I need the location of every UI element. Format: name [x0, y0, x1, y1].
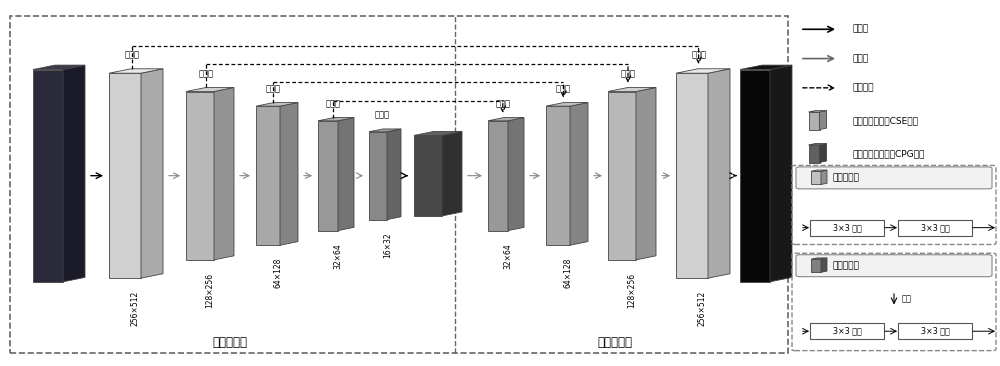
Text: 特征解码层: 特征解码层	[598, 336, 633, 349]
Polygon shape	[809, 112, 820, 130]
Text: 128×256: 128×256	[206, 273, 215, 308]
Text: 3×3 卷积: 3×3 卷积	[833, 223, 861, 232]
Polygon shape	[63, 65, 85, 282]
Polygon shape	[414, 131, 462, 135]
Polygon shape	[608, 87, 656, 92]
FancyBboxPatch shape	[898, 323, 972, 339]
Polygon shape	[820, 143, 826, 163]
Polygon shape	[33, 70, 63, 282]
Polygon shape	[546, 106, 570, 245]
FancyBboxPatch shape	[810, 220, 884, 236]
Polygon shape	[488, 117, 524, 121]
Text: 第二层: 第二层	[620, 69, 636, 78]
Polygon shape	[186, 87, 234, 92]
Text: 特征编码器: 特征编码器	[832, 173, 859, 182]
Text: 64×128: 64×128	[564, 258, 573, 288]
Polygon shape	[508, 117, 524, 231]
Text: 16×32: 16×32	[384, 232, 392, 258]
Polygon shape	[636, 87, 656, 260]
Text: 32×64: 32×64	[504, 243, 512, 269]
Text: 64×128: 64×128	[274, 258, 283, 288]
Polygon shape	[821, 258, 827, 272]
Polygon shape	[109, 69, 163, 73]
Text: 256×512: 256×512	[130, 291, 140, 326]
Polygon shape	[109, 73, 141, 278]
Polygon shape	[821, 170, 827, 184]
Polygon shape	[414, 135, 442, 216]
Polygon shape	[811, 258, 827, 259]
Text: 下采样: 下采样	[852, 25, 868, 34]
Text: 第五层: 第五层	[375, 111, 390, 120]
Polygon shape	[256, 102, 298, 106]
Polygon shape	[546, 102, 588, 106]
Text: 第一层: 第一层	[691, 51, 706, 60]
Text: 输入图像: 输入图像	[25, 167, 31, 184]
Text: 3×3 卷积: 3×3 卷积	[921, 327, 949, 336]
Polygon shape	[338, 117, 354, 231]
Polygon shape	[33, 65, 85, 70]
Polygon shape	[186, 92, 214, 260]
Polygon shape	[708, 69, 730, 278]
Text: 3×3 卷积: 3×3 卷积	[921, 223, 949, 232]
Polygon shape	[740, 65, 792, 70]
Text: 跳跃连接: 跳跃连接	[852, 83, 874, 92]
Polygon shape	[570, 102, 588, 245]
Polygon shape	[809, 111, 826, 112]
Polygon shape	[369, 129, 401, 132]
Polygon shape	[820, 111, 826, 130]
Polygon shape	[811, 170, 827, 171]
Polygon shape	[811, 171, 821, 184]
Polygon shape	[318, 121, 338, 231]
Polygon shape	[676, 73, 708, 278]
Polygon shape	[740, 70, 770, 282]
Polygon shape	[369, 132, 387, 220]
Text: 128×256: 128×256	[628, 273, 637, 308]
Text: 上下文收缩编码CSE模块: 上下文收缩编码CSE模块	[852, 116, 918, 125]
Text: 第一层: 第一层	[124, 51, 139, 60]
Text: 第二层: 第二层	[199, 69, 214, 78]
Text: 特征解码器: 特征解码器	[832, 261, 859, 270]
Text: 3×3 卷积: 3×3 卷积	[833, 327, 861, 336]
Polygon shape	[770, 65, 792, 282]
Text: 第四层: 第四层	[495, 100, 510, 108]
Text: 256×512: 256×512	[698, 291, 706, 326]
Text: 拼接: 拼接	[902, 295, 912, 304]
Text: 反卷积: 反卷积	[852, 54, 868, 63]
Polygon shape	[811, 259, 821, 272]
Text: 上下文金字塔引导CPG模块: 上下文金字塔引导CPG模块	[852, 149, 924, 158]
Polygon shape	[809, 145, 820, 163]
Polygon shape	[676, 69, 730, 73]
Text: 输出图像: 输出图像	[732, 167, 738, 184]
Polygon shape	[214, 87, 234, 260]
FancyBboxPatch shape	[796, 255, 992, 277]
Text: 32×64: 32×64	[334, 243, 342, 269]
Polygon shape	[809, 143, 826, 145]
Text: 第四层: 第四层	[325, 100, 340, 108]
Polygon shape	[318, 117, 354, 121]
Text: 特征编码层: 特征编码层	[212, 336, 248, 349]
Polygon shape	[608, 92, 636, 260]
Polygon shape	[280, 102, 298, 245]
FancyBboxPatch shape	[796, 167, 992, 189]
Polygon shape	[442, 131, 462, 216]
Polygon shape	[387, 129, 401, 220]
Polygon shape	[488, 121, 508, 231]
Text: 第三层: 第三层	[266, 85, 281, 93]
Polygon shape	[256, 106, 280, 245]
FancyBboxPatch shape	[810, 323, 884, 339]
Polygon shape	[141, 69, 163, 278]
Text: 第三层: 第三层	[556, 85, 571, 93]
FancyBboxPatch shape	[898, 220, 972, 236]
